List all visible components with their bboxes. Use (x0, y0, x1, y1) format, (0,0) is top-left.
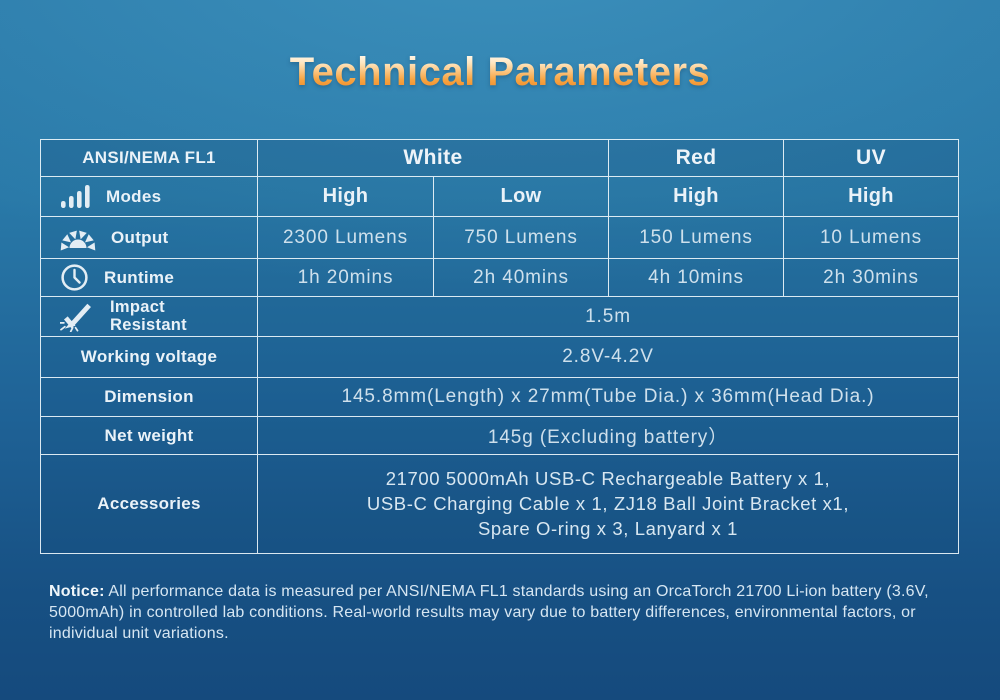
cell-output-white-high: 2300 Lumens (258, 217, 434, 259)
technical-parameters-table: ANSI/NEMA FL1 White Red UV Modes High (40, 139, 959, 554)
output-white-low-value: 750 Lumens (464, 226, 578, 248)
cell-runtime-white-high: 1h 20mins (258, 259, 434, 297)
impact-label-line1: Impact (110, 297, 165, 316)
dimension-label: Dimension (104, 387, 194, 406)
runtime-white-low-value: 2h 40mins (473, 266, 569, 288)
accessories-line-1: 21700 5000mAh USB-C Rechargeable Battery… (385, 468, 831, 489)
runtime-label: Runtime (104, 267, 175, 287)
clock-icon (60, 263, 89, 292)
page-title: Technical Parameters (0, 50, 1000, 95)
impact-label: Impact Resistant (110, 297, 187, 335)
voltage-label: Working voltage (80, 347, 218, 366)
modes-uv-value: High (848, 185, 894, 207)
cell-header-red: Red (609, 140, 784, 177)
voltage-value: 2.8V-4.2V (562, 346, 654, 367)
output-white-high-value: 2300 Lumens (282, 226, 409, 248)
cell-weight-label: Net weight (41, 417, 258, 455)
header-red-label: Red (675, 146, 717, 169)
cell-dimension-label: Dimension (41, 378, 258, 417)
runtime-uv-value: 2h 30mins (823, 266, 919, 288)
notice-text: All performance data is measured per ANS… (49, 583, 929, 642)
accessories-line-2: USB-C Charging Cable x 1, ZJ18 Ball Join… (366, 493, 850, 514)
modes-red-value: High (673, 185, 719, 207)
cell-output-red: 150 Lumens (609, 217, 784, 259)
modes-white-high-value: High (322, 185, 369, 207)
notice-label: Notice: (49, 583, 105, 600)
sunburst-icon (60, 224, 96, 251)
cell-accessories-value: 21700 5000mAh USB-C Rechargeable Battery… (258, 455, 959, 554)
cell-output-label: Output (41, 217, 258, 259)
cell-header-ansi: ANSI/NEMA FL1 (41, 140, 258, 177)
cell-header-uv: UV (784, 140, 959, 177)
weight-label: Net weight (104, 425, 194, 445)
cell-accessories-label: Accessories (41, 455, 258, 554)
runtime-red-value: 4h 10mins (648, 266, 744, 288)
cell-output-white-low: 750 Lumens (434, 217, 609, 259)
impact-label-line2: Resistant (110, 315, 187, 334)
accessories-line-3: Spare O-ring x 3, Lanyard x 1 (477, 518, 739, 539)
modes-white-low-value: Low (500, 185, 542, 207)
cell-dimension-value: 145.8mm(Length) x 27mm(Tube Dia.) x 36mm… (258, 378, 959, 417)
cell-runtime-uv: 2h 30mins (784, 259, 959, 297)
cell-header-white: White (258, 140, 609, 177)
cell-modes-white-low: Low (434, 177, 609, 217)
header-white-label: White (403, 146, 463, 169)
cell-modes-red: High (609, 177, 784, 217)
cell-runtime-white-low: 2h 40mins (434, 259, 609, 297)
dimension-value: 145.8mm(Length) x 27mm(Tube Dia.) x 36mm… (341, 386, 875, 407)
cell-modes-uv: High (784, 177, 959, 217)
accessories-label: Accessories (97, 494, 201, 513)
cell-runtime-label: Runtime (41, 259, 258, 297)
output-uv-value: 10 Lumens (819, 226, 923, 248)
notice: Notice: All performance data is measured… (49, 581, 964, 644)
header-ansi-label: ANSI/NEMA FL1 (82, 148, 216, 167)
runtime-white-high-value: 1h 20mins (297, 266, 394, 288)
cell-impact-label: Impact Resistant (41, 297, 258, 337)
impact-check-icon (60, 302, 95, 332)
impact-value: 1.5m (585, 305, 631, 327)
cell-voltage-label: Working voltage (41, 337, 258, 378)
header-uv-label: UV (856, 146, 886, 169)
modes-label: Modes (106, 186, 162, 206)
cell-runtime-red: 4h 10mins (609, 259, 784, 297)
cell-modes-label: Modes (41, 177, 258, 217)
output-label: Output (111, 227, 169, 247)
output-red-value: 150 Lumens (639, 226, 753, 248)
cell-output-uv: 10 Lumens (784, 217, 959, 259)
weight-value: 145g (Excluding battery） (487, 427, 729, 448)
cell-weight-value: 145g (Excluding battery） (258, 417, 959, 455)
signal-bars-icon (60, 184, 91, 209)
cell-impact-value: 1.5m (258, 297, 959, 337)
cell-voltage-value: 2.8V-4.2V (258, 337, 959, 378)
cell-modes-white-high: High (258, 177, 434, 217)
